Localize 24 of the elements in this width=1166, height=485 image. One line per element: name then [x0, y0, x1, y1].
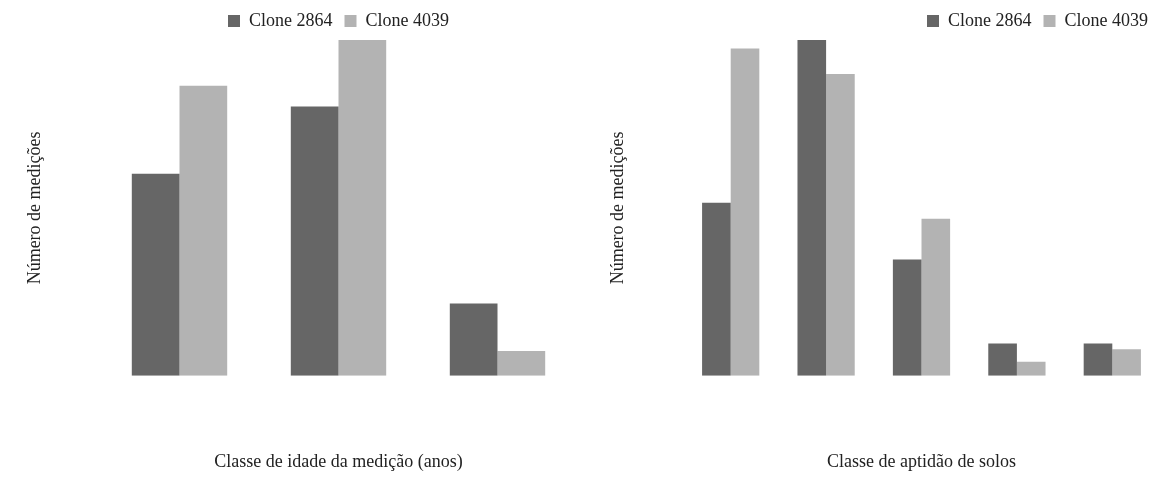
bar: [131, 173, 180, 376]
x-axis-title: Classe de aptidão de solos: [827, 450, 1016, 471]
bar: [892, 259, 922, 376]
bar: [797, 40, 827, 376]
y-axis-title: Número de medições: [23, 131, 44, 285]
bar: [1112, 349, 1141, 376]
bar: [921, 218, 951, 376]
bar: [338, 40, 387, 376]
bar: [179, 85, 228, 376]
bar: [449, 303, 498, 376]
bar: [1016, 361, 1046, 376]
y-axis-title: Número de medições: [606, 131, 627, 285]
legend-label: Clone 2864: [948, 9, 1032, 30]
bar: [1083, 343, 1113, 376]
bar: [988, 343, 1017, 376]
bar: [826, 73, 855, 376]
bar: [730, 48, 760, 376]
legend-label: Clone 2864: [249, 9, 333, 30]
bar: [702, 202, 731, 376]
x-axis-title: Classe de idade da medição (anos): [214, 450, 463, 472]
legend-label: Clone 4039: [1064, 9, 1148, 30]
legend-label: Clone 4039: [365, 9, 449, 30]
bar: [497, 350, 546, 376]
bar: [290, 106, 339, 376]
